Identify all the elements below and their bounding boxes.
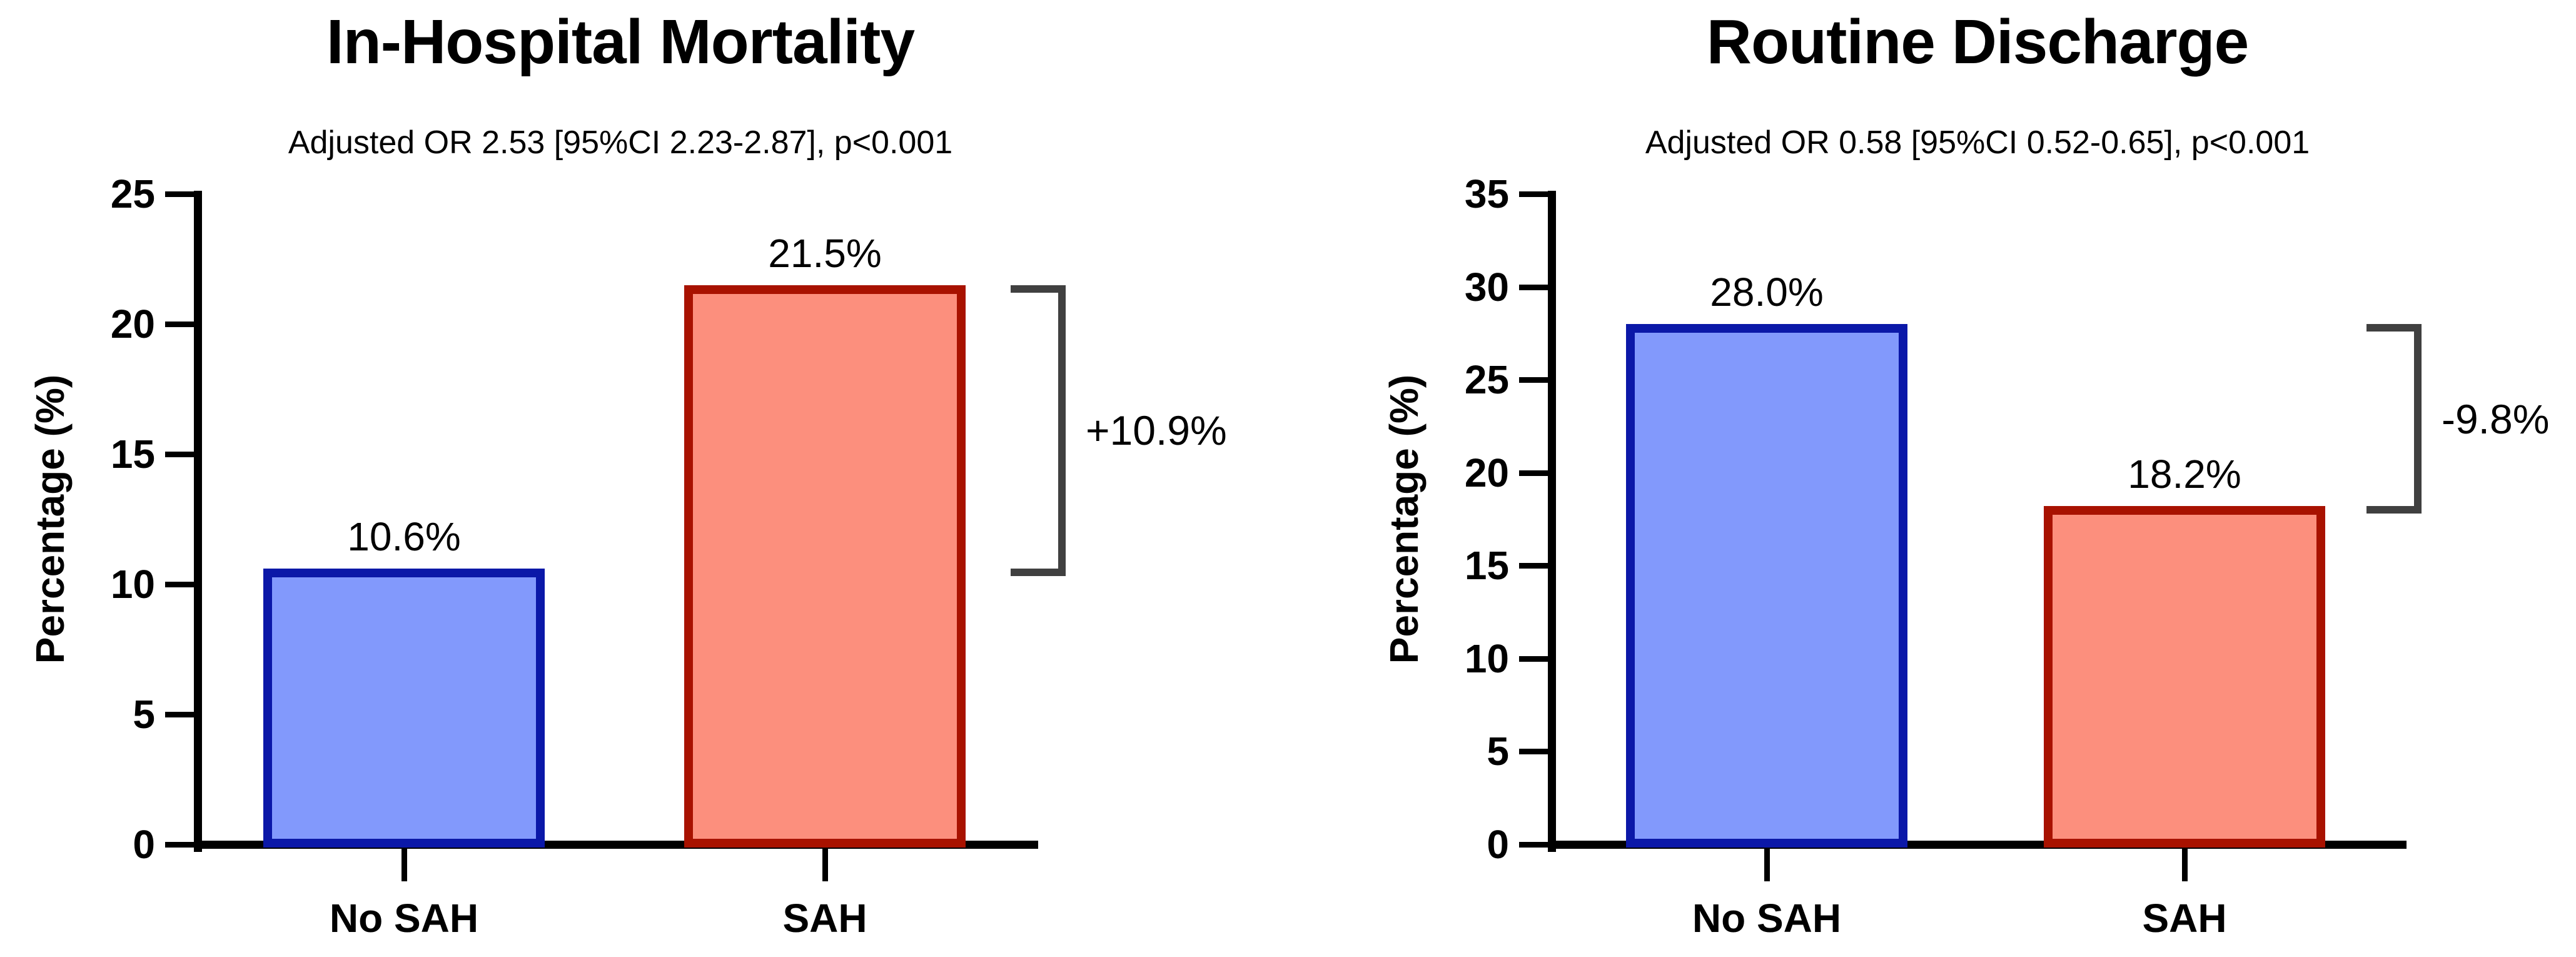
y-tick — [1519, 470, 1548, 476]
bar-value-label: 10.6% — [347, 514, 461, 560]
bar — [263, 569, 545, 848]
x-category-label: No SAH — [329, 896, 479, 941]
y-tick-label: 15 — [1464, 543, 1509, 589]
bar-value-label: 28.0% — [1710, 270, 1824, 315]
y-axis-line — [1548, 191, 1556, 852]
bar-value-label: 18.2% — [2128, 452, 2241, 497]
bracket-cap-bottom — [2366, 506, 2422, 514]
y-tick — [165, 582, 194, 587]
x-tick — [2182, 849, 2188, 881]
chart-title: In-Hospital Mortality — [326, 7, 915, 77]
y-tick-label: 0 — [1487, 822, 1509, 867]
y-tick-label: 10 — [1464, 635, 1509, 681]
y-tick — [1519, 749, 1548, 755]
bracket-cap-bottom — [1011, 569, 1066, 577]
y-tick-label: 5 — [133, 692, 155, 737]
y-tick-label: 30 — [1464, 264, 1509, 310]
x-category-label: No SAH — [1692, 896, 1842, 941]
y-tick — [165, 191, 194, 197]
bracket-cap-top — [2366, 324, 2422, 332]
y-tick-label: 35 — [1464, 171, 1509, 216]
bracket-line — [2414, 324, 2422, 514]
chart-subtitle: Adjusted OR 0.58 [95%CI 0.52-0.65], p<0.… — [1645, 124, 2310, 161]
y-tick-label: 25 — [1464, 357, 1509, 403]
chart-subtitle: Adjusted OR 2.53 [95%CI 2.23-2.87], p<0.… — [288, 124, 953, 161]
y-tick-label: 10 — [110, 562, 155, 607]
y-tick — [1519, 842, 1548, 848]
bracket-cap-top — [1011, 285, 1066, 293]
chart-title: Routine Discharge — [1706, 7, 2250, 77]
y-tick-label: 20 — [1464, 450, 1509, 495]
y-tick-label: 20 — [110, 301, 155, 347]
bar — [684, 285, 966, 848]
y-tick — [165, 712, 194, 717]
y-axis-line — [194, 191, 202, 852]
y-tick — [165, 452, 194, 457]
x-category-label: SAH — [782, 896, 867, 941]
difference-bracket-label: -9.8% — [2442, 395, 2550, 442]
y-tick — [165, 322, 194, 327]
bracket-line — [1058, 285, 1066, 577]
y-tick — [1519, 656, 1548, 662]
bar — [1626, 324, 1907, 848]
x-tick — [822, 849, 828, 881]
bar — [2044, 506, 2325, 848]
y-tick — [165, 842, 194, 848]
y-tick-label: 5 — [1487, 729, 1509, 774]
y-tick-label: 15 — [110, 432, 155, 477]
x-tick — [402, 849, 407, 881]
y-tick-label: 25 — [110, 171, 155, 216]
y-tick-label: 0 — [133, 822, 155, 867]
bar-value-label: 21.5% — [768, 230, 882, 276]
chart-panel-in-hospital-mortality: In-Hospital Mortality Adjusted OR 2.53 [… — [28, 7, 1227, 941]
y-axis-label: Percentage (%) — [1381, 374, 1427, 664]
chart-panel-routine-discharge: Routine Discharge Adjusted OR 0.58 [95%C… — [1288, 0, 2576, 957]
x-tick — [1764, 849, 1770, 881]
y-tick — [1519, 563, 1548, 569]
y-tick — [1519, 284, 1548, 290]
y-tick — [1519, 191, 1548, 197]
x-category-label: SAH — [2142, 896, 2227, 941]
y-tick — [1519, 377, 1548, 383]
difference-bracket-label: +10.9% — [1086, 407, 1227, 454]
